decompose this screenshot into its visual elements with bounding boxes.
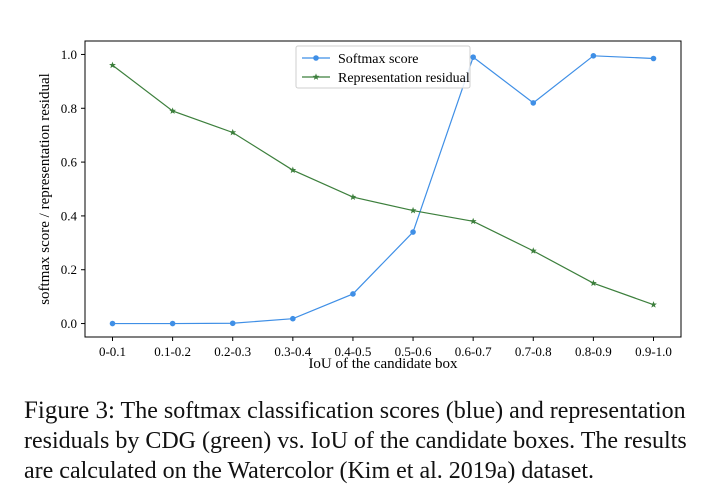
y-tick-label: 0.8 [61, 101, 77, 116]
data-point [109, 320, 116, 327]
plot-frame [84, 40, 682, 338]
caption-label: Figure 3: [24, 397, 115, 424]
y-tick-label: 0.4 [61, 208, 78, 223]
legend-softmax-marker [313, 55, 319, 61]
y-axis-ticks: 0.0 0.2 0.4 0.6 0.8 1.0 [61, 47, 85, 331]
legend-softmax-label: Softmax score [338, 52, 418, 67]
legend-residual-marker [312, 73, 320, 80]
x-tick-label: 0.5-0.6 [395, 344, 432, 359]
data-point [169, 107, 177, 114]
data-point [350, 291, 356, 297]
x-tick-label: 0.7-0.8 [515, 344, 552, 359]
legend: Softmax score Representation residual [295, 45, 471, 89]
data-point [229, 320, 236, 327]
data-point [530, 100, 537, 106]
series-softmax-score [109, 53, 657, 327]
data-point [469, 217, 477, 225]
x-tick-label: 0.6-0.7 [455, 344, 492, 359]
x-tick-label: 0.3-0.4 [274, 344, 311, 359]
y-axis-label: softmax score / representation residual [37, 73, 53, 305]
data-point [589, 279, 597, 287]
legend-residual-label: Representation residual [338, 71, 470, 86]
caption-text: The softmax classification scores (blue)… [24, 398, 687, 484]
line-chart: 0.0 0.2 0.4 0.6 0.8 1.0 0-0.1 0.1-0.2 0.2-0.3 0.… [37, 40, 682, 372]
x-tick-label: 0.4-0.5 [335, 344, 372, 359]
legend-box [295, 45, 471, 89]
data-point [590, 53, 597, 59]
series-line [112, 55, 654, 325]
x-tick-label: 0.2-0.3 [214, 344, 251, 359]
data-point [409, 206, 417, 214]
y-tick-label: 0.2 [61, 262, 77, 277]
data-point [229, 128, 237, 136]
x-axis-label: IoU of the candidate box [308, 356, 458, 372]
x-tick-label: 0.1-0.2 [154, 344, 191, 359]
data-point [109, 61, 116, 69]
data-point [470, 54, 476, 60]
x-tick-label: 0.9-1.0 [635, 344, 672, 359]
data-point [529, 247, 537, 254]
x-tick-label: 0-0.1 [99, 344, 126, 359]
data-point [650, 55, 657, 62]
y-tick-label: 0.0 [61, 316, 77, 331]
data-point [169, 320, 176, 327]
series-layer [109, 53, 657, 327]
data-point [410, 229, 416, 235]
y-tick-label: 1.0 [61, 47, 77, 62]
y-tick-label: 0.6 [61, 155, 78, 170]
x-tick-label: 0.8-0.9 [575, 344, 612, 359]
data-point [349, 193, 357, 200]
data-point [289, 166, 297, 174]
x-axis-ticks: 0-0.1 0.1-0.2 0.2-0.3 0.3-0.4 0.4-0.5 0.5-0.6… [99, 337, 672, 359]
figure-caption: Figure 3: The softmax classification sco… [24, 396, 708, 486]
series-representation-residual [109, 61, 657, 308]
data-point [290, 315, 296, 322]
data-point [650, 301, 657, 308]
series-line [112, 64, 654, 306]
